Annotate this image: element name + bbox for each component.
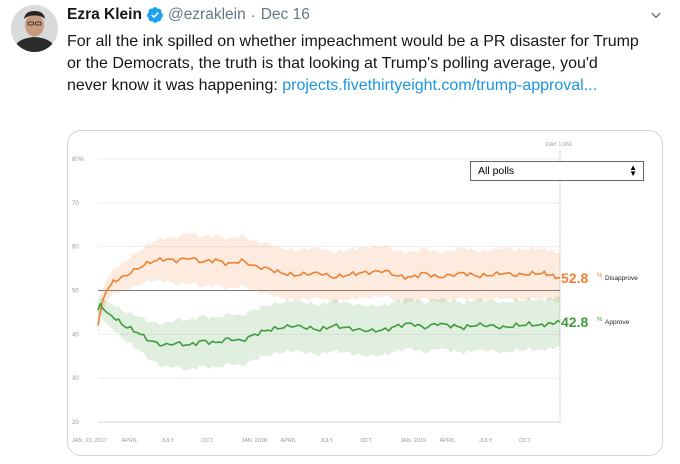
x-tick-label: JULY [161,438,174,444]
x-tick-label: OCT. [201,438,214,444]
approve-value: 42.8 [561,314,588,330]
x-tick-label: APRIL [122,438,138,444]
y-tick-label: 80% [72,157,85,163]
approve-label: Approve [605,319,630,326]
tweet-header: Ezra Klein @ezraklein · Dec 16 [67,4,667,26]
x-tick-label: JAN. 23, 2017 [72,438,107,444]
x-tick-label: JULY [479,438,492,444]
tweet-link[interactable]: projects.fivethirtyeight.com/trump-appro… [282,77,598,94]
x-tick-label: OCT. [360,438,373,444]
select-arrows-icon: ▲ ▼ [629,163,637,178]
chart-labels: 20 30 40 50 60 70 80% JAN. 23, 2017 APRIL JULY OCT… [72,142,638,444]
y-tick-label: 50 [72,289,79,295]
author-handle[interactable]: @ezraklein [167,6,246,23]
uncertainty-band [98,293,560,371]
poll-filter-select[interactable]: All polls ▲ ▼ [470,161,644,181]
avatar[interactable] [11,5,58,52]
verified-badge-icon [147,7,163,23]
tweet-body: For all the ink spilled on whether impea… [67,33,639,94]
series-line [97,302,561,347]
x-tick-label: JAN. 2018 [241,438,267,444]
day-marker-label: DAY 1,061 [546,142,572,148]
disapprove-value: 52.8 [561,270,588,286]
tweet-text: For all the ink spilled on whether impea… [67,31,642,97]
approval-chart: 20 30 40 50 60 70 80% JAN. 23, 2017 APRIL JULY OCT… [72,142,638,444]
x-tick-label: JAN. 2019 [400,438,426,444]
y-tick-label: 60 [72,245,79,251]
y-tick-label: 40 [72,332,79,338]
chart-grid [98,151,561,423]
uncertainty-bands [98,233,560,371]
x-tick-label: APRIL [439,438,455,444]
avatar-photo [11,5,58,52]
poll-filter-value: All polls [478,165,515,177]
y-tick-label: 20 [72,420,79,426]
series-lines [97,257,561,347]
x-tick-label: APRIL [281,438,297,444]
author-name[interactable]: Ezra Klein [67,6,142,23]
y-tick-label: 70 [72,201,79,207]
x-tick-label: OCT. [519,438,532,444]
link-card[interactable]: 20 30 40 50 60 70 80% JAN. 23, 2017 APRIL JULY OCT… [67,130,663,456]
disapprove-label: Disapprove [605,275,638,282]
tweet-date[interactable]: Dec 16 [260,6,310,23]
tweet: Ezra Klein @ezraklein · Dec 16 For all t… [67,4,667,97]
y-tick-label: 30 [72,376,79,382]
series-line [97,257,561,326]
chevron-down-icon[interactable] [647,6,665,24]
x-tick-label: JULY [320,438,333,444]
approve-percent-sign: % [597,317,603,323]
uncertainty-band [98,233,560,336]
disapprove-percent-sign: % [597,273,603,279]
separator-dot: · [250,6,256,24]
